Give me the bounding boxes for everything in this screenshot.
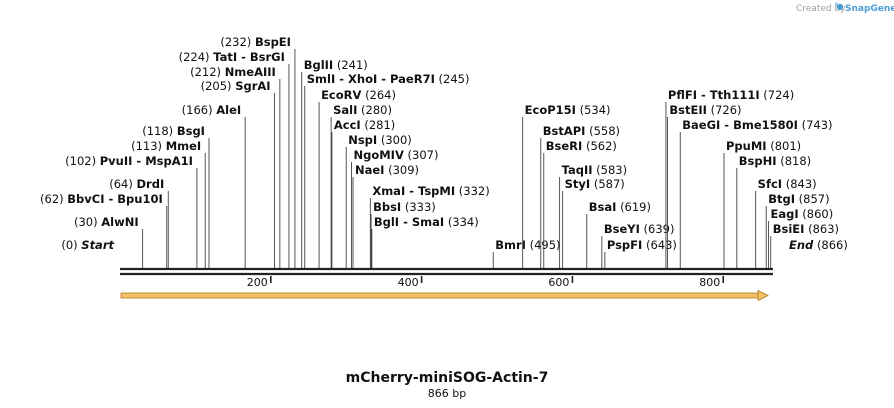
site-label: AccI (281) <box>334 118 395 132</box>
site-tati[interactable]: (224) TatI - BsrGI <box>179 50 290 268</box>
site-bstapi[interactable]: BstAPI (558) <box>540 124 620 268</box>
site-bmri[interactable]: BmrI (495) <box>492 238 561 268</box>
site-label: NaeI (309) <box>355 163 419 177</box>
site-label: PspFI (643) <box>607 238 677 252</box>
site-pflfi[interactable]: PflFI - Tth111I (724) <box>665 88 794 268</box>
site-label: PpuMI (801) <box>726 139 801 153</box>
site-bseyi[interactable]: BseYI (639) <box>601 222 675 268</box>
snapgene-logo-icon <box>834 2 844 11</box>
site-label: BstEII (726) <box>669 103 741 117</box>
site-acci[interactable]: AccI (281) <box>331 118 395 268</box>
site-label: PflFI - Tth111I (724) <box>668 88 794 102</box>
site-label: BglII (241) <box>304 58 368 72</box>
site-label: (64) DrdI <box>109 177 164 191</box>
site-label: End (866) <box>789 238 848 252</box>
site-label: (224) TatI - BsrGI <box>179 50 285 64</box>
site-styi[interactable]: StyI (587) <box>562 177 625 268</box>
site-label: NgoMIV (307) <box>353 148 438 162</box>
site-label: BspHI (818) <box>739 154 811 168</box>
site-alei[interactable]: (166) AleI <box>182 103 246 268</box>
site-label: (212) NmeAIII <box>190 65 276 79</box>
restriction-sites: (0) Start (30) AlwNI (62) BbvCI - Bpu10I(6… <box>40 35 848 268</box>
site-label: (0) Start <box>61 238 114 252</box>
site-bseri[interactable]: BseRI (562) <box>543 139 617 268</box>
site-bsgi[interactable]: (118) BsgI <box>142 124 210 268</box>
sequence-length-label: 866 bp <box>428 387 466 400</box>
ruler-tick-label: 400 <box>398 276 419 289</box>
site-ecorv[interactable]: EcoRV (264) <box>318 88 396 268</box>
site-bsiei[interactable]: BsiEI (863) <box>770 222 839 268</box>
site-label: (30) AlwNI <box>74 215 139 229</box>
site-bbsi[interactable]: BbsI (333) <box>370 200 436 268</box>
ruler-tick-label: 600 <box>548 276 569 289</box>
site-nmeaiii[interactable]: (212) NmeAIII <box>190 65 281 268</box>
site-label: (113) MmeI <box>131 139 201 153</box>
site-label: BstAPI (558) <box>543 124 620 138</box>
site-sali[interactable]: SalI (280) <box>330 103 392 268</box>
ruler-tick-label: 200 <box>247 276 268 289</box>
site-label: (232) BspEI <box>220 35 291 49</box>
site-nspi[interactable]: NspI (300) <box>345 133 412 268</box>
site-label: SalI (280) <box>333 103 392 117</box>
site-bgli[interactable]: BglI - SmaI (334) <box>371 215 479 268</box>
site-mmei[interactable]: (113) MmeI <box>131 139 206 268</box>
site-bbvci[interactable]: (62) BbvCI - Bpu10I <box>40 192 168 268</box>
site-bsteii[interactable]: BstEII (726) <box>666 103 742 268</box>
map-title: mCherry-miniSOG-Actin-7 <box>346 370 549 386</box>
site-label: BseRI (562) <box>546 139 617 153</box>
site-label: (62) BbvCI - Bpu10I <box>40 192 163 206</box>
site-sfci[interactable]: SfcI (843) <box>755 177 817 268</box>
site-label: EagI (860) <box>770 207 833 221</box>
site-label: BbsI (333) <box>373 200 436 214</box>
site-label: SfcI (843) <box>758 177 817 191</box>
site-label: BsiEI (863) <box>773 222 839 236</box>
feature-arrow[interactable] <box>120 289 769 302</box>
site-label: EcoP15I (534) <box>525 103 611 117</box>
site-sgrai[interactable]: (205) SgrAI <box>201 79 276 268</box>
site-label: NspI (300) <box>348 133 412 147</box>
site-label: (166) AleI <box>182 103 242 117</box>
site-taqii[interactable]: TaqII (583) <box>559 163 628 268</box>
site-bsphi[interactable]: BspHI (818) <box>736 154 811 268</box>
site-label: StyI (587) <box>565 177 625 191</box>
site-alwni[interactable]: (30) AlwNI <box>74 215 144 268</box>
site-label: (102) PvuII - MspA1I <box>65 154 193 168</box>
site-ecop15i[interactable]: EcoP15I (534) <box>522 103 611 268</box>
site-drdi[interactable]: (64) DrdI <box>109 177 169 268</box>
site-xmai[interactable]: XmaI - TspMI (332) <box>369 184 490 268</box>
site-btgi[interactable]: BtgI (857) <box>765 192 830 268</box>
site-bspei[interactable]: (232) BspEI <box>220 35 296 268</box>
site-bsai[interactable]: BsaI (619) <box>586 200 651 268</box>
site-ppumi[interactable]: PpuMI (801) <box>723 139 801 268</box>
site-label: BmrI (495) <box>495 238 560 252</box>
site-end[interactable]: End (866) <box>789 238 848 252</box>
site-label: TaqII (583) <box>562 163 628 177</box>
site-label: BtgI (857) <box>768 192 829 206</box>
site-eagi[interactable]: EagI (860) <box>768 207 833 268</box>
site-label: (118) BsgI <box>142 124 205 138</box>
site-bglii[interactable]: BglII (241) <box>301 58 368 268</box>
snapgene-brand: SnapGene <box>845 4 894 14</box>
site-label: SmlI - XhoI - PaeR7I (245) <box>307 72 470 86</box>
site-label: XmaI - TspMI (332) <box>372 184 489 198</box>
site-naei[interactable]: NaeI (309) <box>352 163 419 268</box>
site-smli[interactable]: SmlI - XhoI - PaeR7I (245) <box>304 72 470 268</box>
site-label: BseYI (639) <box>604 222 675 236</box>
site-pvuii[interactable]: (102) PvuII - MspA1I <box>65 154 198 268</box>
ruler-ticks: 200 400 600 800 <box>247 276 725 289</box>
credit-text: Created by <box>796 4 846 14</box>
site-label: EcoRV (264) <box>321 88 396 102</box>
site-ngomiv[interactable]: NgoMIV (307) <box>351 148 438 268</box>
site-baegi[interactable]: BaeGI - Bme1580I (743) <box>679 118 833 268</box>
site-label: BglI - SmaI (334) <box>374 215 479 229</box>
ruler-tick-label: 800 <box>699 276 720 289</box>
site-pspfi[interactable]: PspFI (643) <box>604 238 677 268</box>
site-start[interactable]: (0) Start <box>61 238 114 252</box>
site-label: (205) SgrAI <box>201 79 271 93</box>
site-label: BsaI (619) <box>589 200 651 214</box>
site-label: BaeGI - Bme1580I (743) <box>682 118 832 132</box>
